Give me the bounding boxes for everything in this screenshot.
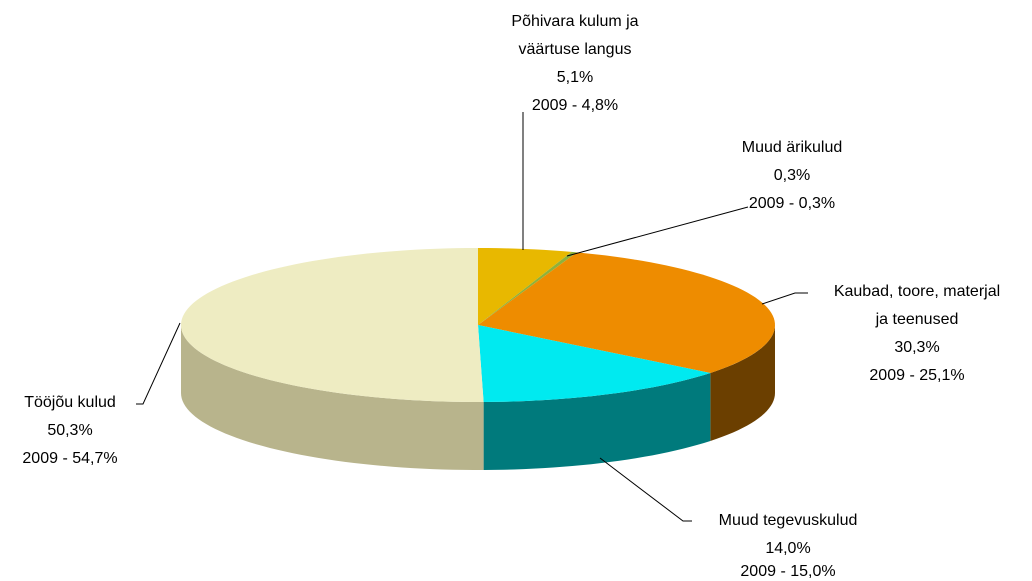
slice-side (710, 325, 775, 441)
value-label: 5,1% (557, 69, 593, 86)
slice-label: Tööjõu kulud (24, 394, 116, 411)
leader-line (599, 457, 692, 522)
slice-label: Muud ärikulud (742, 139, 843, 156)
labels: Põhivara kulum ja väärtuse langus 5,1% 2009… (22, 13, 1000, 580)
slice-side (483, 372, 711, 470)
pie (181, 248, 775, 470)
value-label: 50,3% (47, 422, 92, 439)
prior-value-label: 2009 - 25,1% (869, 367, 964, 384)
leader-line (566, 206, 749, 257)
slice-label: Muud tegevuskulud (719, 512, 858, 529)
leader-line (761, 292, 808, 305)
slice (478, 251, 577, 325)
slice-label: Kaubad, toore, materjal ja teenused (834, 283, 1000, 328)
value-label: 0,3% (774, 167, 810, 184)
slice (478, 252, 775, 373)
slice-side (181, 325, 484, 470)
prior-value-label: 2009 - 15,0% (740, 563, 835, 580)
prior-value-label: 2009 - 0,3% (749, 195, 835, 212)
value-label: 30,3% (894, 339, 939, 356)
slice (478, 325, 711, 402)
slice-label: Põhivara kulum ja väärtuse langus (511, 13, 638, 58)
leader-line (136, 322, 181, 405)
slice (478, 248, 572, 325)
slice (181, 248, 484, 402)
prior-value-label: 2009 - 4,8% (532, 97, 618, 114)
value-label: 14,0% (765, 540, 810, 557)
prior-value-label: 2009 - 54,7% (22, 450, 117, 467)
